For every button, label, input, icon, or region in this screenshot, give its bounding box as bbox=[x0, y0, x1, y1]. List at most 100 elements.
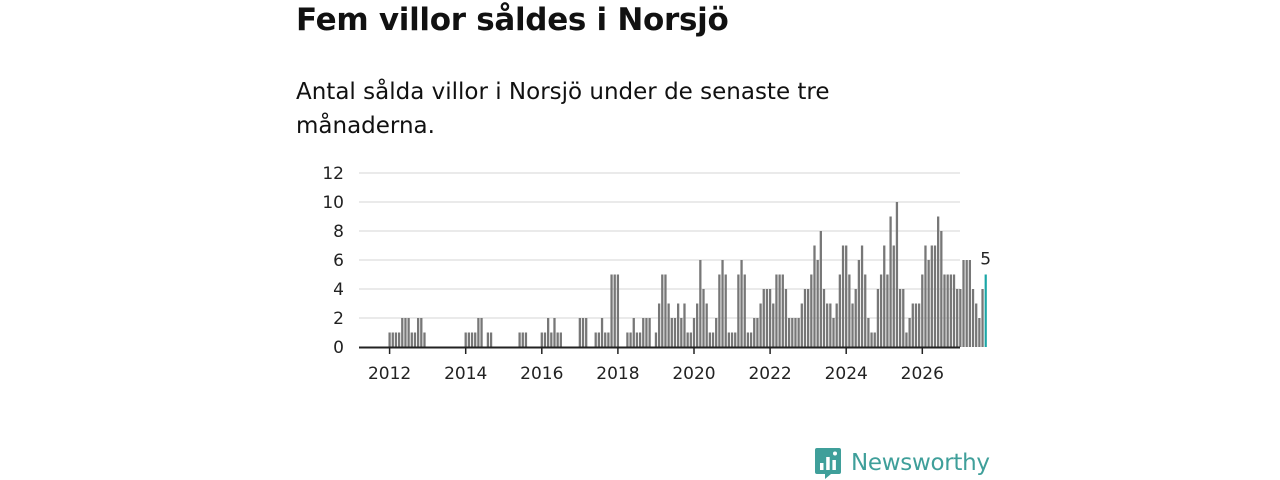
bar bbox=[470, 332, 474, 347]
bar bbox=[971, 289, 975, 347]
bar bbox=[540, 332, 543, 347]
bar bbox=[677, 303, 680, 347]
bar bbox=[420, 318, 423, 347]
bar bbox=[648, 318, 651, 347]
x-tick-label: 2012 bbox=[368, 364, 411, 384]
x-tick-label: 2020 bbox=[672, 364, 715, 384]
bar bbox=[898, 289, 902, 347]
bar bbox=[803, 289, 807, 347]
bar bbox=[965, 260, 968, 347]
bar bbox=[749, 332, 753, 347]
bar bbox=[423, 332, 426, 347]
x-tick-label: 2018 bbox=[596, 364, 639, 384]
bars bbox=[388, 202, 987, 347]
bar bbox=[746, 332, 750, 347]
bar bbox=[680, 318, 683, 347]
bar bbox=[778, 274, 781, 347]
grid-lines bbox=[359, 172, 960, 319]
bar bbox=[772, 303, 775, 347]
bar bbox=[975, 303, 978, 347]
y-tick-label: 12 bbox=[322, 164, 344, 184]
bar bbox=[667, 303, 670, 347]
bar bbox=[670, 318, 673, 347]
bar bbox=[816, 260, 819, 347]
bar bbox=[388, 332, 391, 347]
bar bbox=[578, 318, 581, 347]
y-axis-labels: 0 2 4 6 8 10 12 bbox=[322, 164, 344, 358]
bar bbox=[734, 332, 737, 347]
bar bbox=[689, 332, 692, 347]
bar bbox=[626, 332, 629, 347]
bar bbox=[413, 332, 417, 347]
bar bbox=[692, 318, 696, 347]
x-axis-labels: 2012 2014 2016 2018 2020 2022 2024 2026 bbox=[368, 364, 944, 384]
y-tick-label: 2 bbox=[333, 309, 344, 329]
bar bbox=[705, 303, 708, 347]
brand-logo[interactable]: Newsworthy bbox=[814, 446, 990, 480]
bar bbox=[610, 274, 613, 347]
bar bbox=[911, 303, 914, 347]
bar bbox=[794, 318, 797, 347]
bar bbox=[765, 289, 769, 347]
x-tick-label: 2016 bbox=[520, 364, 563, 384]
bar bbox=[949, 274, 952, 347]
bar bbox=[930, 245, 933, 347]
bar bbox=[870, 332, 873, 347]
newsworthy-logo-icon bbox=[815, 448, 841, 479]
bar bbox=[524, 332, 528, 347]
bar bbox=[952, 274, 956, 347]
bar bbox=[902, 289, 905, 347]
bar bbox=[946, 274, 949, 347]
bar bbox=[600, 318, 604, 347]
bar bbox=[613, 274, 616, 347]
bar bbox=[807, 289, 810, 347]
chart-subtitle: Antal sålda villor i Norsjö under de sen… bbox=[296, 79, 830, 139]
bar bbox=[876, 289, 880, 347]
bar bbox=[797, 318, 800, 347]
y-tick-label: 6 bbox=[333, 251, 344, 271]
bar bbox=[585, 318, 588, 347]
bar bbox=[737, 274, 740, 347]
bar bbox=[857, 260, 861, 347]
bar bbox=[616, 274, 620, 347]
bar bbox=[908, 318, 911, 347]
bar bbox=[921, 274, 924, 347]
bar bbox=[547, 318, 550, 347]
bar bbox=[553, 318, 556, 347]
bar bbox=[864, 274, 867, 347]
bar bbox=[556, 332, 559, 347]
bar bbox=[962, 260, 965, 347]
x-tick-label: 2022 bbox=[748, 364, 791, 384]
bar bbox=[642, 318, 645, 347]
bar bbox=[730, 332, 734, 347]
chart-title: Fem villor såldes i Norsjö bbox=[296, 2, 729, 38]
bar bbox=[543, 332, 547, 347]
bar bbox=[467, 332, 471, 347]
bar bbox=[781, 274, 784, 347]
bar bbox=[917, 303, 921, 347]
bar bbox=[661, 274, 664, 347]
bar bbox=[594, 332, 597, 347]
bar bbox=[401, 318, 404, 347]
bar bbox=[835, 303, 838, 347]
bar bbox=[635, 332, 639, 347]
bar bbox=[851, 303, 854, 347]
bar bbox=[762, 289, 765, 347]
bar bbox=[845, 245, 848, 347]
bar bbox=[629, 332, 632, 347]
bar bbox=[486, 332, 490, 347]
y-tick-label: 0 bbox=[333, 338, 344, 358]
bar bbox=[791, 318, 794, 347]
bar bbox=[683, 303, 686, 347]
bar bbox=[654, 332, 658, 347]
bar bbox=[702, 289, 705, 347]
bar bbox=[632, 318, 635, 347]
bar bbox=[604, 332, 607, 347]
bar bbox=[784, 289, 788, 347]
x-tick-label: 2024 bbox=[825, 364, 868, 384]
bar bbox=[895, 202, 899, 347]
bar bbox=[905, 332, 908, 347]
bar bbox=[416, 318, 420, 347]
bar bbox=[854, 289, 857, 347]
bar bbox=[397, 332, 401, 347]
